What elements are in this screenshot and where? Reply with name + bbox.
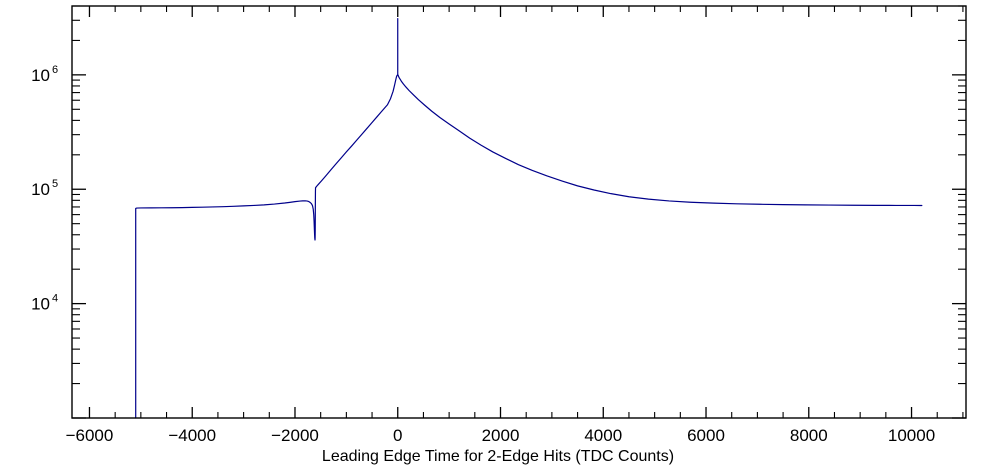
x-tick-label: 4000	[584, 426, 622, 445]
x-tick-label: 6000	[687, 426, 725, 445]
x-tick-label: 2000	[482, 426, 520, 445]
x-tick-label: −4000	[168, 426, 216, 445]
y-tick-mantissa: 10	[31, 66, 50, 85]
x-tick-label: 8000	[790, 426, 828, 445]
y-tick-label: 10 6	[31, 64, 58, 85]
x-axis-title: Leading Edge Time for 2-Edge Hits (TDC C…	[322, 448, 674, 465]
axis-frame	[71, 5, 967, 419]
x-axis-ticks	[88, 6, 964, 418]
frame-rect	[71, 5, 967, 419]
data-series-group	[135, 18, 923, 419]
y-tick-exponent: 5	[52, 178, 58, 190]
x-tick-label: 10000	[888, 426, 935, 445]
x-tick-label: −2000	[271, 426, 319, 445]
series-line-leading-edge-time	[135, 18, 923, 419]
x-axis-tick-labels: −6000 −4000 −2000 0 2000 4000 6000 8000 10000	[66, 426, 936, 445]
y-tick-mantissa: 10	[31, 180, 50, 199]
y-tick-exponent: 6	[52, 64, 58, 76]
y-tick-mantissa: 10	[31, 295, 50, 314]
y-tick-label: 10 5	[31, 178, 58, 199]
y-tick-label: 10 4	[31, 293, 58, 314]
y-axis-ticks	[72, 5, 966, 419]
x-tick-label: −6000	[66, 426, 114, 445]
x-tick-label: 0	[393, 426, 402, 445]
y-tick-exponent: 4	[52, 293, 58, 305]
